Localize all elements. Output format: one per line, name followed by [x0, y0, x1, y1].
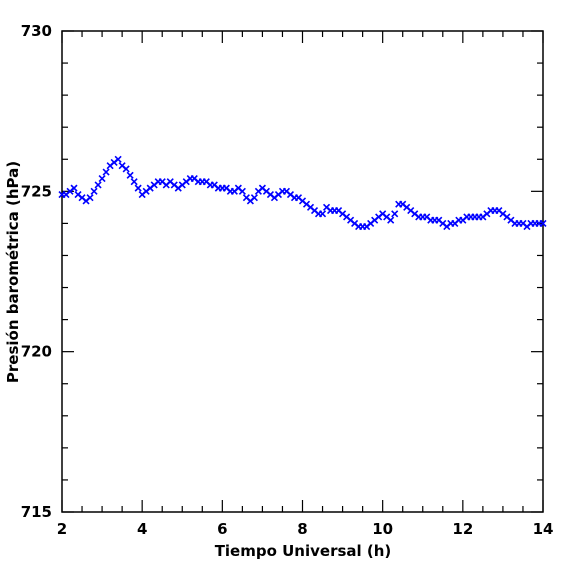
- data-point: [86, 194, 94, 202]
- axis-ticks: [61, 30, 544, 513]
- y-axis-label: Presión barométrica (hPa): [4, 161, 22, 383]
- y-tick-label: 730: [21, 22, 52, 40]
- data-point: [126, 171, 134, 179]
- x-tick-label: 8: [297, 520, 307, 538]
- x-tick-label: 6: [217, 520, 227, 538]
- y-tick-label: 715: [21, 503, 52, 521]
- y-tick-labels: 715 720 725 730: [21, 22, 52, 521]
- y-tick-label: 720: [21, 343, 52, 361]
- data-point: [391, 210, 399, 218]
- data-point: [114, 155, 122, 163]
- x-tick-label: 10: [372, 520, 393, 538]
- data-point: [238, 187, 246, 195]
- x-tick-label: 2: [57, 520, 67, 538]
- data-point: [134, 184, 142, 192]
- data-point: [102, 168, 110, 176]
- data-point: [130, 178, 138, 186]
- data-point: [70, 184, 78, 192]
- data-point: [539, 219, 547, 227]
- x-tick-label: 12: [452, 520, 473, 538]
- data-point: [318, 210, 327, 218]
- x-axis-label: Tiempo Universal (h): [215, 542, 392, 560]
- data-point: [98, 174, 106, 183]
- x-tick-labels: 2 4 6 8 10 12 14: [57, 520, 554, 538]
- x-tick-label: 4: [137, 520, 147, 538]
- data-point: [94, 181, 102, 189]
- plot-area: [61, 30, 544, 513]
- data-point: [250, 194, 258, 202]
- data-point: [387, 216, 395, 224]
- data-points: [58, 155, 547, 231]
- data-point: [90, 187, 98, 195]
- x-tick-label: 14: [533, 520, 554, 538]
- plot-frame: [61, 30, 544, 513]
- y-tick-label: 725: [21, 182, 52, 200]
- data-point: [122, 165, 130, 173]
